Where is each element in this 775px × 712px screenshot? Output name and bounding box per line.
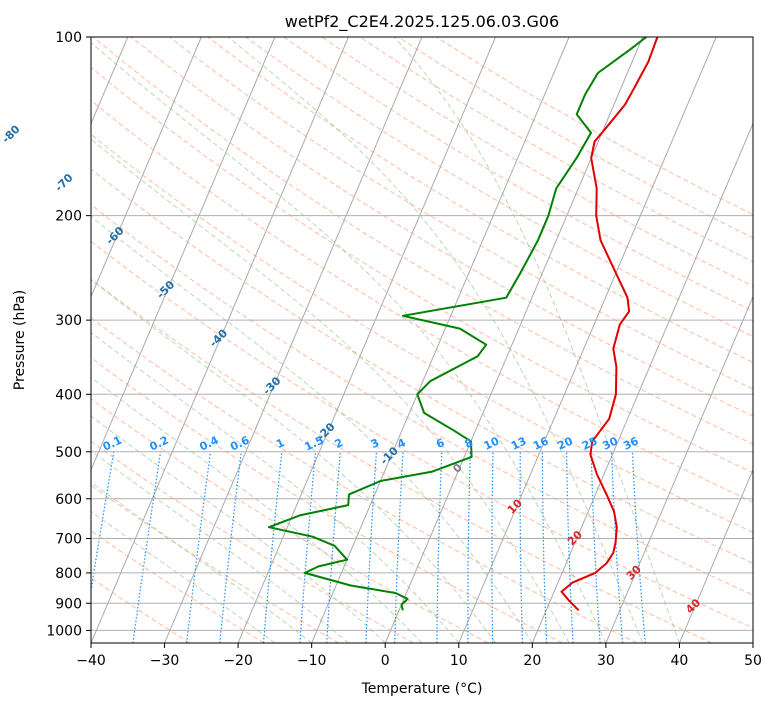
x-axis-label: Temperature (°C) bbox=[361, 681, 483, 697]
x-tick-label: −10 bbox=[297, 653, 327, 669]
x-tick-label: −20 bbox=[223, 653, 253, 669]
x-tick-label: 10 bbox=[450, 653, 468, 669]
chart-title: wetPf2_C2E4.2025.125.06.03.G06 bbox=[285, 12, 559, 32]
y-axis-ticks: 1000 900 800 700 600 500 400 300 200 100 bbox=[46, 30, 91, 639]
y-tick-label: 800 bbox=[55, 566, 82, 582]
y-axis-label: Pressure (hPa) bbox=[12, 290, 28, 390]
y-tick-label: 100 bbox=[55, 30, 82, 46]
x-tick-label: 20 bbox=[523, 653, 541, 669]
y-tick-label: 900 bbox=[55, 596, 82, 612]
x-tick-label: 0 bbox=[381, 653, 390, 669]
x-tick-label: 50 bbox=[744, 653, 762, 669]
isotherm-label: -80 bbox=[0, 122, 23, 145]
y-tick-label: 400 bbox=[55, 387, 82, 403]
y-tick-label: 500 bbox=[55, 445, 82, 461]
x-tick-label: 40 bbox=[671, 653, 689, 669]
x-tick-label: −30 bbox=[150, 653, 180, 669]
x-tick-label: −40 bbox=[76, 653, 106, 669]
y-tick-label: 600 bbox=[55, 492, 82, 508]
x-axis-ticks: −40 −30 −20 −10 0 10 20 30 40 50 bbox=[76, 643, 762, 669]
isotherm-label: -70 bbox=[52, 171, 75, 194]
y-tick-label: 300 bbox=[55, 313, 82, 329]
y-tick-label: 1000 bbox=[46, 623, 82, 639]
y-tick-label: 700 bbox=[55, 532, 82, 548]
isotherm-line bbox=[753, 37, 775, 643]
x-tick-label: 30 bbox=[597, 653, 615, 669]
y-tick-label: 200 bbox=[55, 209, 82, 225]
plot-background bbox=[91, 37, 753, 643]
